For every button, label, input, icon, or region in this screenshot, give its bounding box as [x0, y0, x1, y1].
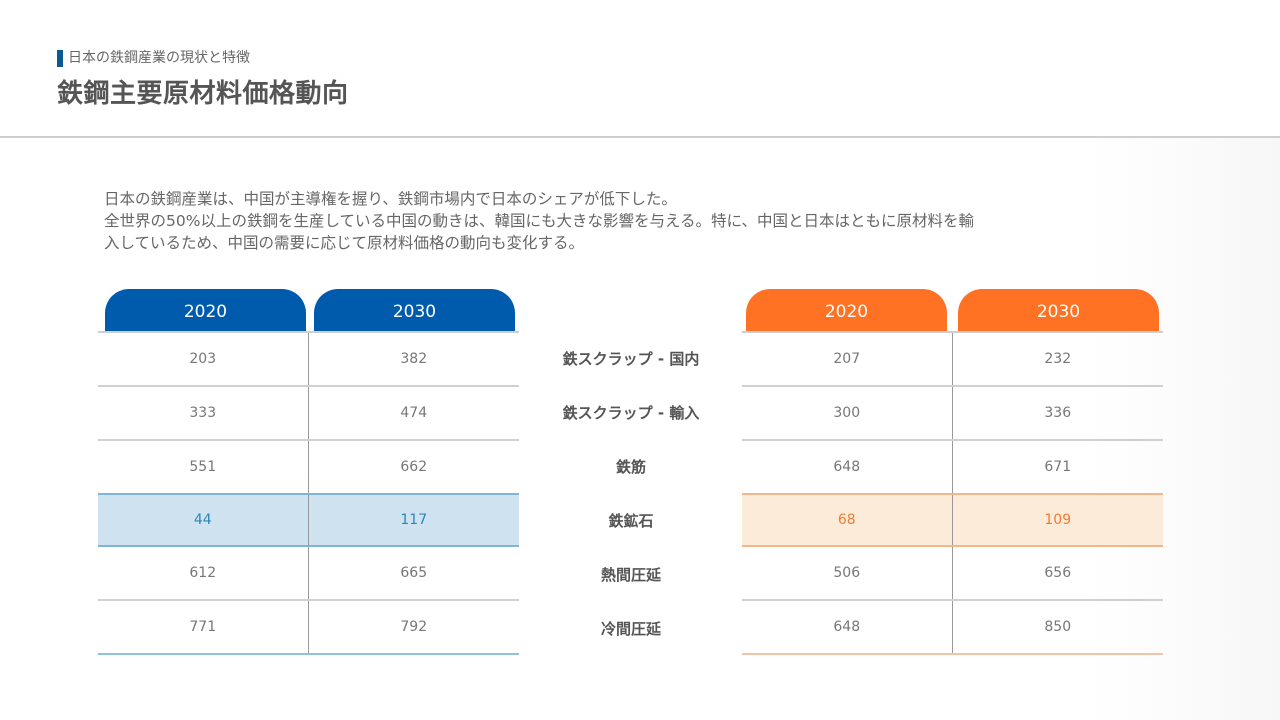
- description-line: 日本の鉄鋼産業は、中国が主導権を握り、鉄鋼市場内で日本のシェアが低下した。: [104, 190, 677, 208]
- table-row: 506 656: [742, 547, 1163, 601]
- category-label: 鉄筋: [615, 457, 646, 476]
- table-cell: 207: [742, 333, 953, 385]
- table-cell: 648: [742, 441, 953, 493]
- table-cell: 232: [1044, 351, 1072, 367]
- table-cell: 506: [742, 547, 953, 599]
- table-row: 648 671: [742, 441, 1163, 495]
- table-cell: 671: [1044, 459, 1072, 475]
- table-cell: 117: [400, 512, 428, 528]
- column-header-2030: 2030: [958, 289, 1159, 331]
- table-header: 2020 2030: [742, 289, 1163, 331]
- table-row-highlighted: 44 117: [98, 493, 519, 547]
- table-cell: 665: [400, 565, 428, 581]
- table-cell: 792: [400, 619, 428, 635]
- description-line: 全世界の50%以上の鉄鋼を生産している中国の動きは、韓国にも大きな影響を与える。…: [104, 212, 975, 230]
- page-title: 鉄鋼主要原材料価格動向: [57, 79, 349, 109]
- table-row: 333 474: [98, 387, 519, 441]
- column-header-2020: 2020: [746, 289, 947, 331]
- category-label: 冷間圧延: [600, 619, 661, 638]
- left-price-table: 2020 2030 203 382 333 474 551 662 44 117…: [98, 289, 519, 655]
- table-cell: 771: [98, 601, 309, 653]
- table-row-highlighted: 68 109: [742, 493, 1163, 547]
- table-row: 612 665: [98, 547, 519, 601]
- table-cell: 382: [400, 351, 428, 367]
- description-line: 入しているため、中国の需要に応じて原材料価格の動向も変化する。: [104, 234, 585, 252]
- category-label: 鉄鉱石: [608, 511, 654, 530]
- description: 日本の鉄鋼産業は、中国が主導権を握り、鉄鋼市場内で日本のシェアが低下した。 全世…: [104, 188, 1144, 254]
- table-cell: 662: [400, 459, 428, 475]
- table-cell: 44: [98, 495, 309, 545]
- table-row: 203 382: [98, 333, 519, 387]
- table-cell: 68: [742, 495, 953, 545]
- category-labels: 鉄スクラップ - 国内 鉄スクラップ - 輸入 鉄筋 鉄鉱石 熱間圧延 冷間圧延: [540, 331, 722, 655]
- slide-header: 日本の鉄鋼産業の現状と特徴 鉄鋼主要原材料価格動向: [0, 0, 1280, 138]
- column-header-2030: 2030: [314, 289, 515, 331]
- category-label: 熱間圧延: [600, 565, 661, 584]
- accent-bar-icon: [57, 49, 63, 67]
- table-cell: 850: [1044, 619, 1072, 635]
- table-header: 2020 2030: [98, 289, 519, 331]
- table-cell: 300: [742, 387, 953, 439]
- table-cell: 656: [1044, 565, 1072, 581]
- category-label: 鉄スクラップ - 国内: [562, 349, 700, 368]
- table-row: 551 662: [98, 441, 519, 495]
- table-row: 648 850: [742, 601, 1163, 655]
- column-header-2020: 2020: [105, 289, 306, 331]
- right-price-table: 2020 2030 207 232 300 336 648 671 68 109…: [742, 289, 1163, 655]
- table-cell: 648: [742, 601, 953, 653]
- table-cell: 474: [400, 405, 428, 421]
- table-cell: 109: [1044, 512, 1072, 528]
- table-cell: 203: [98, 333, 309, 385]
- table-row: 300 336: [742, 387, 1163, 441]
- table-cell: 333: [98, 387, 309, 439]
- table-row: 207 232: [742, 333, 1163, 387]
- table-cell: 551: [98, 441, 309, 493]
- table-cell: 612: [98, 547, 309, 599]
- subtitle-text: 日本の鉄鋼産業の現状と特徴: [68, 50, 250, 66]
- table-row: 771 792: [98, 601, 519, 655]
- table-cell: 336: [1044, 405, 1072, 421]
- section-subtitle: 日本の鉄鋼産業の現状と特徴: [57, 49, 250, 67]
- category-label: 鉄スクラップ - 輸入: [562, 403, 700, 422]
